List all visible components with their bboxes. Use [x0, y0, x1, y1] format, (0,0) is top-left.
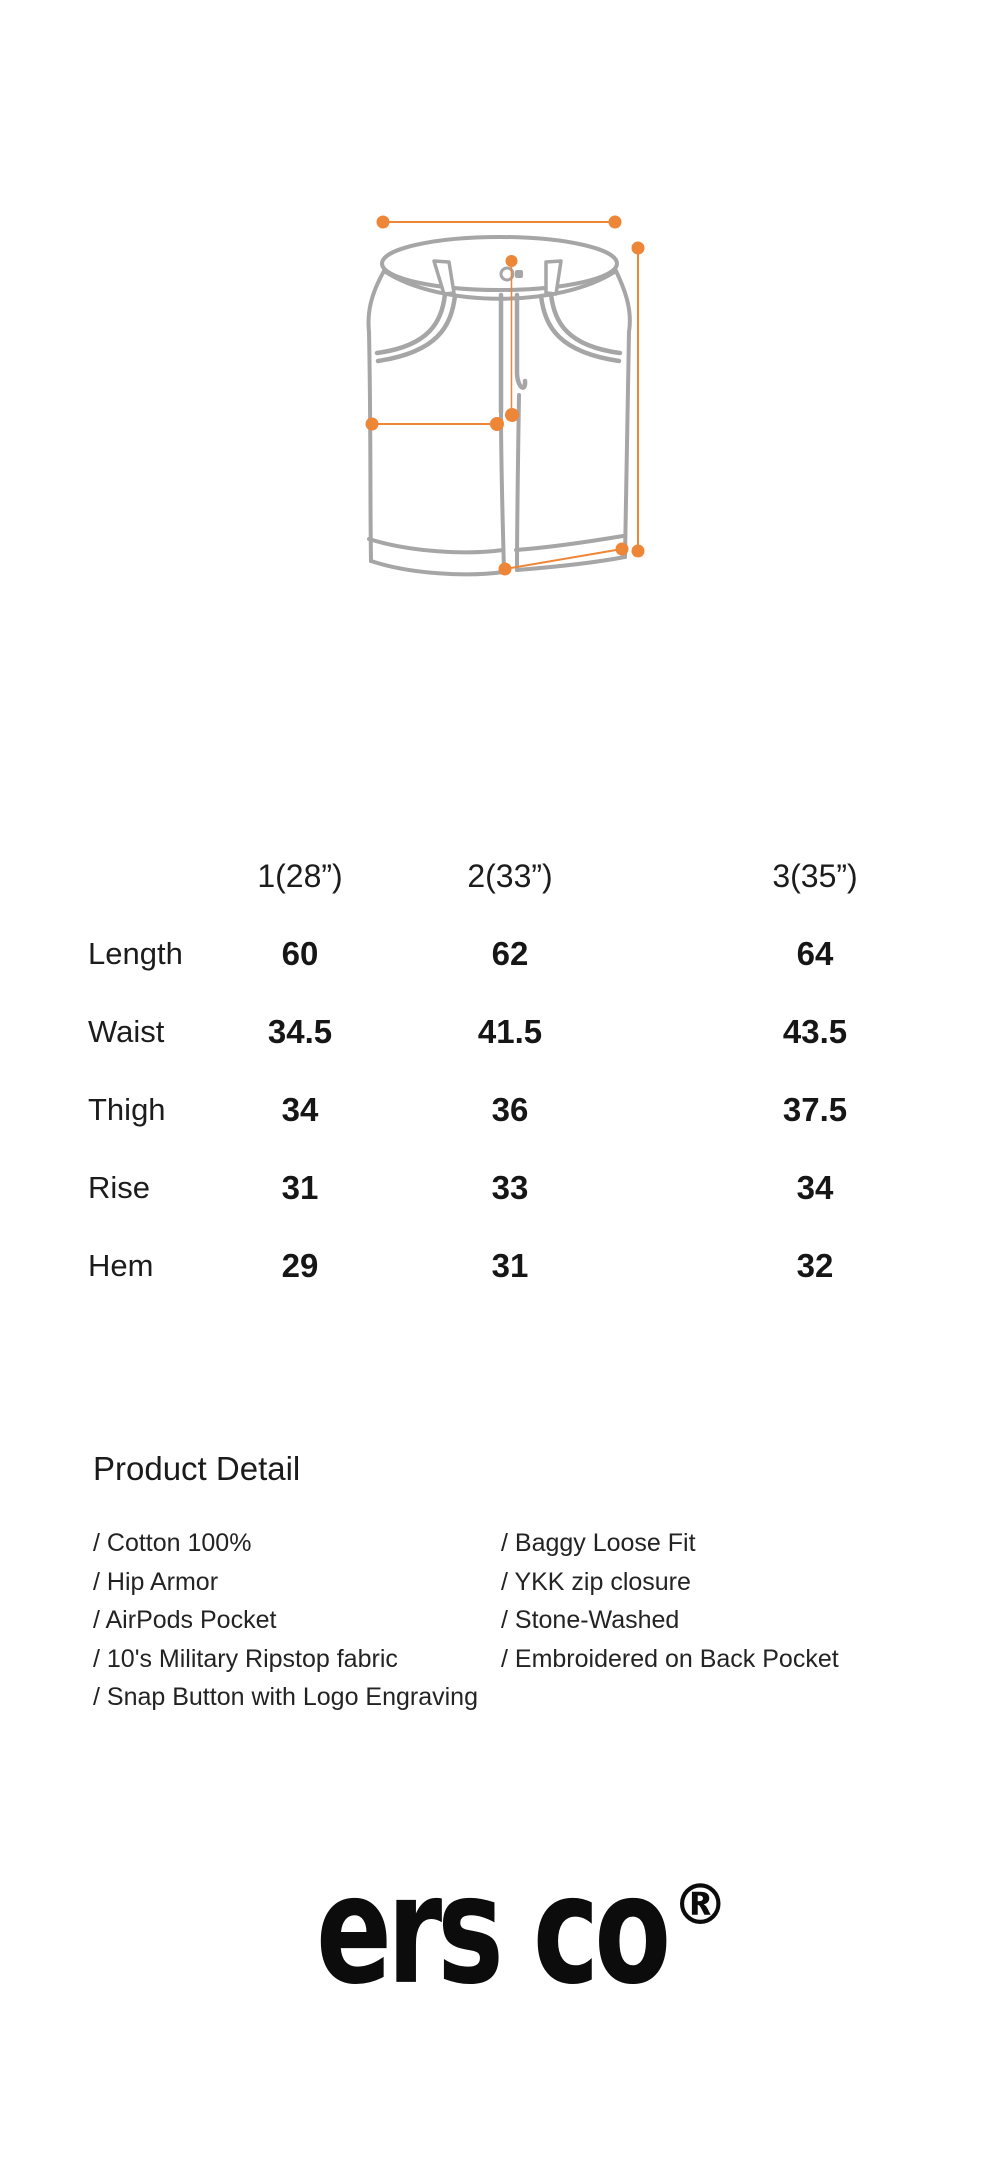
size-table-header-row: 1(28”) 2(33”) 3(35”)	[60, 837, 980, 915]
side-seam-left	[366, 269, 386, 563]
registered-trademark-icon: ®	[672, 1873, 729, 1938]
size-value: 36	[491, 1091, 529, 1128]
size-value: 33	[491, 1169, 529, 1206]
row-label: Rise	[88, 1170, 151, 1205]
belt-loop-left	[432, 259, 456, 296]
detail-item: / Embroidered on Back Pocket	[501, 1644, 839, 1673]
size-column-header-1: 1(28”)	[257, 857, 343, 894]
shorts-diagram-icon	[365, 215, 645, 577]
measure-dot	[608, 215, 622, 229]
size-row-hem: Hem 29 31 32	[60, 1227, 980, 1305]
product-detail-section: Product Detail / Cotton 100% / Hip Armor…	[93, 1448, 953, 1717]
pocket-left-inner	[375, 293, 458, 364]
detail-item: / Stone-Washed	[501, 1606, 680, 1634]
size-value: 31	[281, 1169, 319, 1206]
product-detail-title: Product Detail	[93, 1450, 301, 1487]
detail-item: / AirPods Pocket	[93, 1606, 277, 1634]
shorts-outline	[366, 235, 632, 577]
size-column-header-3: 3(35”)	[772, 857, 858, 894]
product-detail-columns: / Cotton 100% / Hip Armor / AirPods Pock…	[93, 1524, 953, 1717]
measure-dot	[631, 241, 645, 255]
size-value: 43.5	[782, 1013, 848, 1050]
hem-left-cuff	[367, 537, 505, 555]
size-value: 37.5	[782, 1091, 848, 1128]
shorts-measurement-diagram	[355, 200, 655, 580]
inseam-right	[515, 393, 521, 572]
size-value: 64	[796, 935, 834, 972]
waist-button-knob	[515, 270, 523, 278]
measure-dot	[365, 417, 379, 431]
size-value: 34.5	[267, 1013, 333, 1050]
measure-dot	[505, 255, 518, 267]
hem-right-bottom	[515, 555, 627, 572]
inseam-left	[499, 410, 506, 574]
waist-ellipse	[380, 235, 619, 292]
size-row-length: Length 60 62 64	[60, 915, 980, 993]
detail-item: / YKK zip closure	[501, 1567, 691, 1596]
row-label: Length	[88, 936, 183, 971]
size-row-rise: Rise 31 33 34	[60, 1149, 980, 1227]
product-detail-right-list: / Baggy Loose Fit / YKK zip closure / St…	[501, 1524, 839, 1717]
measurement-dots	[365, 215, 645, 576]
size-column-header-2: 2(33”)	[467, 857, 553, 894]
detail-item: / 10's Military Ripstop fabric	[93, 1644, 398, 1673]
measure-dot	[615, 542, 629, 556]
pocket-right-inner	[538, 293, 622, 364]
belt-loop-right	[544, 259, 563, 296]
size-value: 29	[281, 1247, 319, 1284]
size-row-thigh: Thigh 34 36 37.5	[60, 1071, 980, 1149]
detail-item: / Hip Armor	[93, 1567, 219, 1596]
size-value: 62	[491, 935, 529, 972]
hem-right-cuff	[514, 534, 625, 552]
hem-left-bottom	[369, 559, 506, 577]
measure-dot	[498, 562, 512, 576]
detail-item: / Snap Button with Logo Engraving	[93, 1683, 478, 1711]
product-detail-left-list: / Cotton 100% / Hip Armor / AirPods Pock…	[93, 1524, 501, 1717]
pocket-left-outer	[374, 291, 448, 356]
size-chart-table: 1(28”) 2(33”) 3(35”) Length 60 62 64 Wai…	[60, 837, 980, 1305]
detail-item: / Baggy Loose Fit	[501, 1529, 696, 1557]
pocket-right-outer	[548, 291, 623, 356]
measure-dot	[631, 544, 645, 558]
measure-dot	[376, 215, 390, 229]
size-value: 41.5	[477, 1013, 543, 1050]
detail-item: / Cotton 100%	[93, 1529, 252, 1557]
size-value: 31	[491, 1247, 529, 1284]
measure-line-hem	[504, 548, 623, 570]
row-label: Hem	[88, 1248, 154, 1283]
size-value: 60	[281, 935, 319, 972]
measure-dot	[505, 408, 519, 422]
brand-logo: ers co ®	[316, 1856, 729, 2006]
fly-right-line	[514, 292, 528, 390]
size-value: 32	[796, 1247, 834, 1284]
size-value: 34	[281, 1091, 319, 1128]
measure-dot	[490, 417, 504, 431]
waist-button-icon	[499, 266, 515, 282]
side-seam-right	[614, 269, 632, 559]
size-value: 34	[796, 1169, 834, 1206]
size-row-waist: Waist 34.5 41.5 43.5	[60, 993, 980, 1071]
row-label: Waist	[88, 1014, 165, 1049]
brand-logo-text: ers co	[316, 1843, 671, 2019]
measurement-lines	[371, 221, 639, 570]
row-label: Thigh	[88, 1092, 166, 1127]
